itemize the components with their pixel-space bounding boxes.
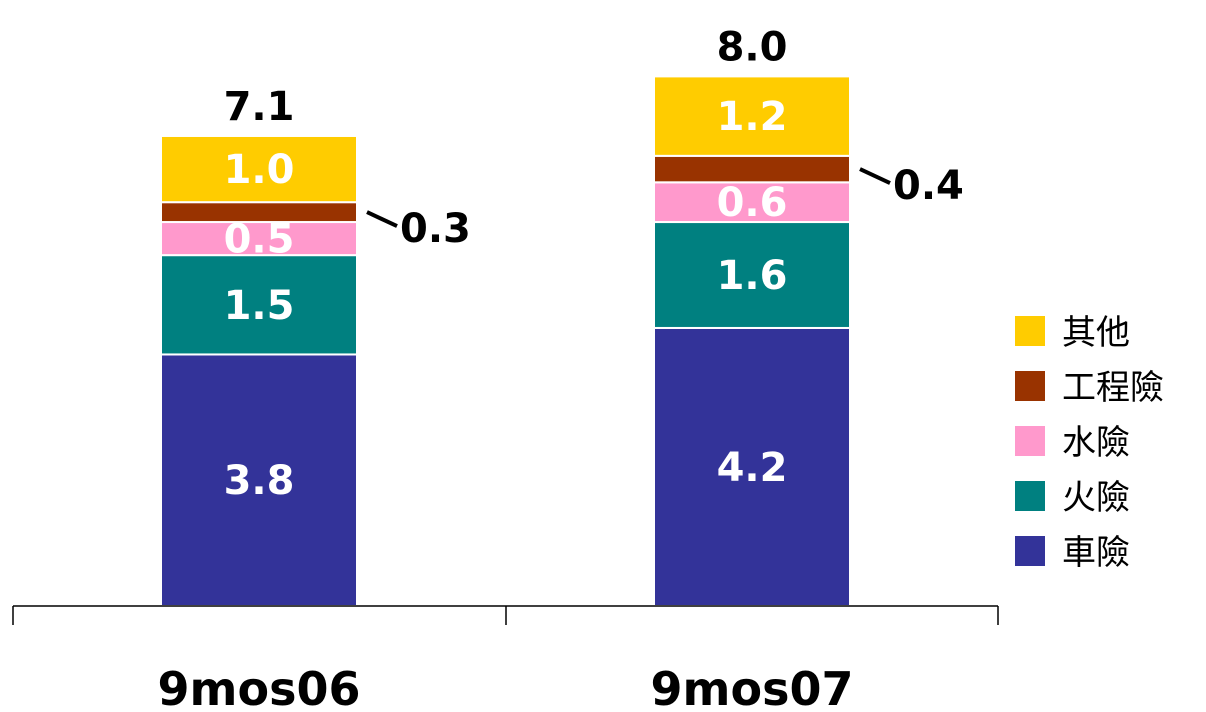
legend-swatch-火險 <box>1015 481 1045 511</box>
bar-segment-9mos07-s3 <box>653 154 851 184</box>
legend-label-其他: 其他 <box>1062 313 1130 353</box>
legend-label-水險: 水險 <box>1062 423 1130 463</box>
segment-label-9mos07-s1: 1.6 <box>717 253 788 299</box>
segment-label-9mos07-s0: 4.2 <box>717 445 788 491</box>
legend-label-車險: 車險 <box>1062 533 1130 573</box>
legend-label-火險: 火險 <box>1062 478 1130 518</box>
legend-swatch-其他 <box>1015 316 1045 346</box>
segment-label-9mos06-s0: 3.8 <box>224 458 295 504</box>
bar-segment-9mos06-s1 <box>160 254 358 356</box>
x-axis: 9mos06 9mos07 <box>12 605 999 712</box>
legend-label-工程險: 工程險 <box>1062 368 1164 408</box>
bar-segment-9mos07-s4 <box>653 75 851 157</box>
total-label-9mos06: 7.1 <box>224 84 295 130</box>
bar-segment-9mos07-s2 <box>653 181 851 224</box>
segment-label-9mos06-s2: 0.5 <box>224 217 295 263</box>
labels-layer: 3.8 1.5 0.5 1.0 0.3 7.1 4.2 1.6 0.6 1.2 0.4 8.0 <box>224 24 964 504</box>
category-label-9mos07: 9mos07 <box>651 662 854 712</box>
legend-swatch-水險 <box>1015 426 1045 456</box>
category-label-9mos06: 9mos06 <box>158 662 361 712</box>
bar-segment-9mos06-s0 <box>160 353 358 607</box>
segment-label-9mos07-s4: 1.2 <box>717 94 788 140</box>
total-label-9mos07: 8.0 <box>717 24 788 70</box>
callout-line-9mos06 <box>366 210 398 228</box>
callout-label-9mos06: 0.3 <box>400 206 471 252</box>
bar-segment-9mos06-s4 <box>160 134 358 204</box>
bars-layer <box>160 75 851 607</box>
legend-swatch-車險 <box>1015 536 1045 566</box>
segment-label-9mos06-s4: 1.0 <box>224 147 295 193</box>
callout-label-9mos07: 0.4 <box>893 163 964 209</box>
segment-label-9mos06-s1: 1.5 <box>224 283 295 329</box>
segment-label-9mos07-s2: 0.6 <box>717 180 788 226</box>
callout-line-9mos07 <box>859 167 891 185</box>
legend-swatch-工程險 <box>1015 371 1045 401</box>
bar-segment-9mos07-s1 <box>653 221 851 329</box>
